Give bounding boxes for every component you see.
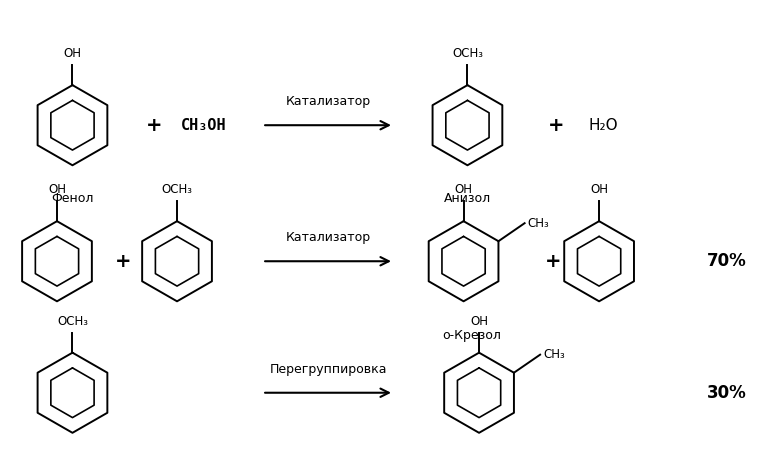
Text: Катализатор: Катализатор bbox=[285, 231, 370, 244]
Text: о-Крезол: о-Крезол bbox=[442, 329, 501, 341]
Text: +: + bbox=[146, 116, 162, 134]
Text: OH: OH bbox=[590, 183, 608, 196]
Text: Катализатор: Катализатор bbox=[285, 95, 370, 108]
Text: OH: OH bbox=[470, 315, 488, 328]
Text: OH: OH bbox=[48, 183, 66, 196]
Text: H₂O: H₂O bbox=[588, 118, 618, 133]
Text: CH₃OH: CH₃OH bbox=[181, 118, 227, 133]
Text: OCH₃: OCH₃ bbox=[161, 183, 193, 196]
Text: Перегруппировка: Перегруппировка bbox=[269, 363, 387, 375]
Text: OCH₃: OCH₃ bbox=[57, 315, 88, 328]
Text: Анизол: Анизол bbox=[444, 192, 491, 206]
Text: OCH₃: OCH₃ bbox=[452, 47, 483, 60]
Text: Фенол: Фенол bbox=[51, 192, 94, 206]
Text: +: + bbox=[115, 252, 131, 271]
Text: CH₃: CH₃ bbox=[528, 217, 550, 230]
Text: +: + bbox=[548, 116, 565, 134]
Text: +: + bbox=[544, 252, 561, 271]
Text: CH₃: CH₃ bbox=[544, 348, 565, 361]
Text: 70%: 70% bbox=[707, 252, 746, 270]
Text: 30%: 30% bbox=[707, 384, 746, 402]
Text: OH: OH bbox=[455, 183, 473, 196]
Text: OH: OH bbox=[63, 47, 81, 60]
